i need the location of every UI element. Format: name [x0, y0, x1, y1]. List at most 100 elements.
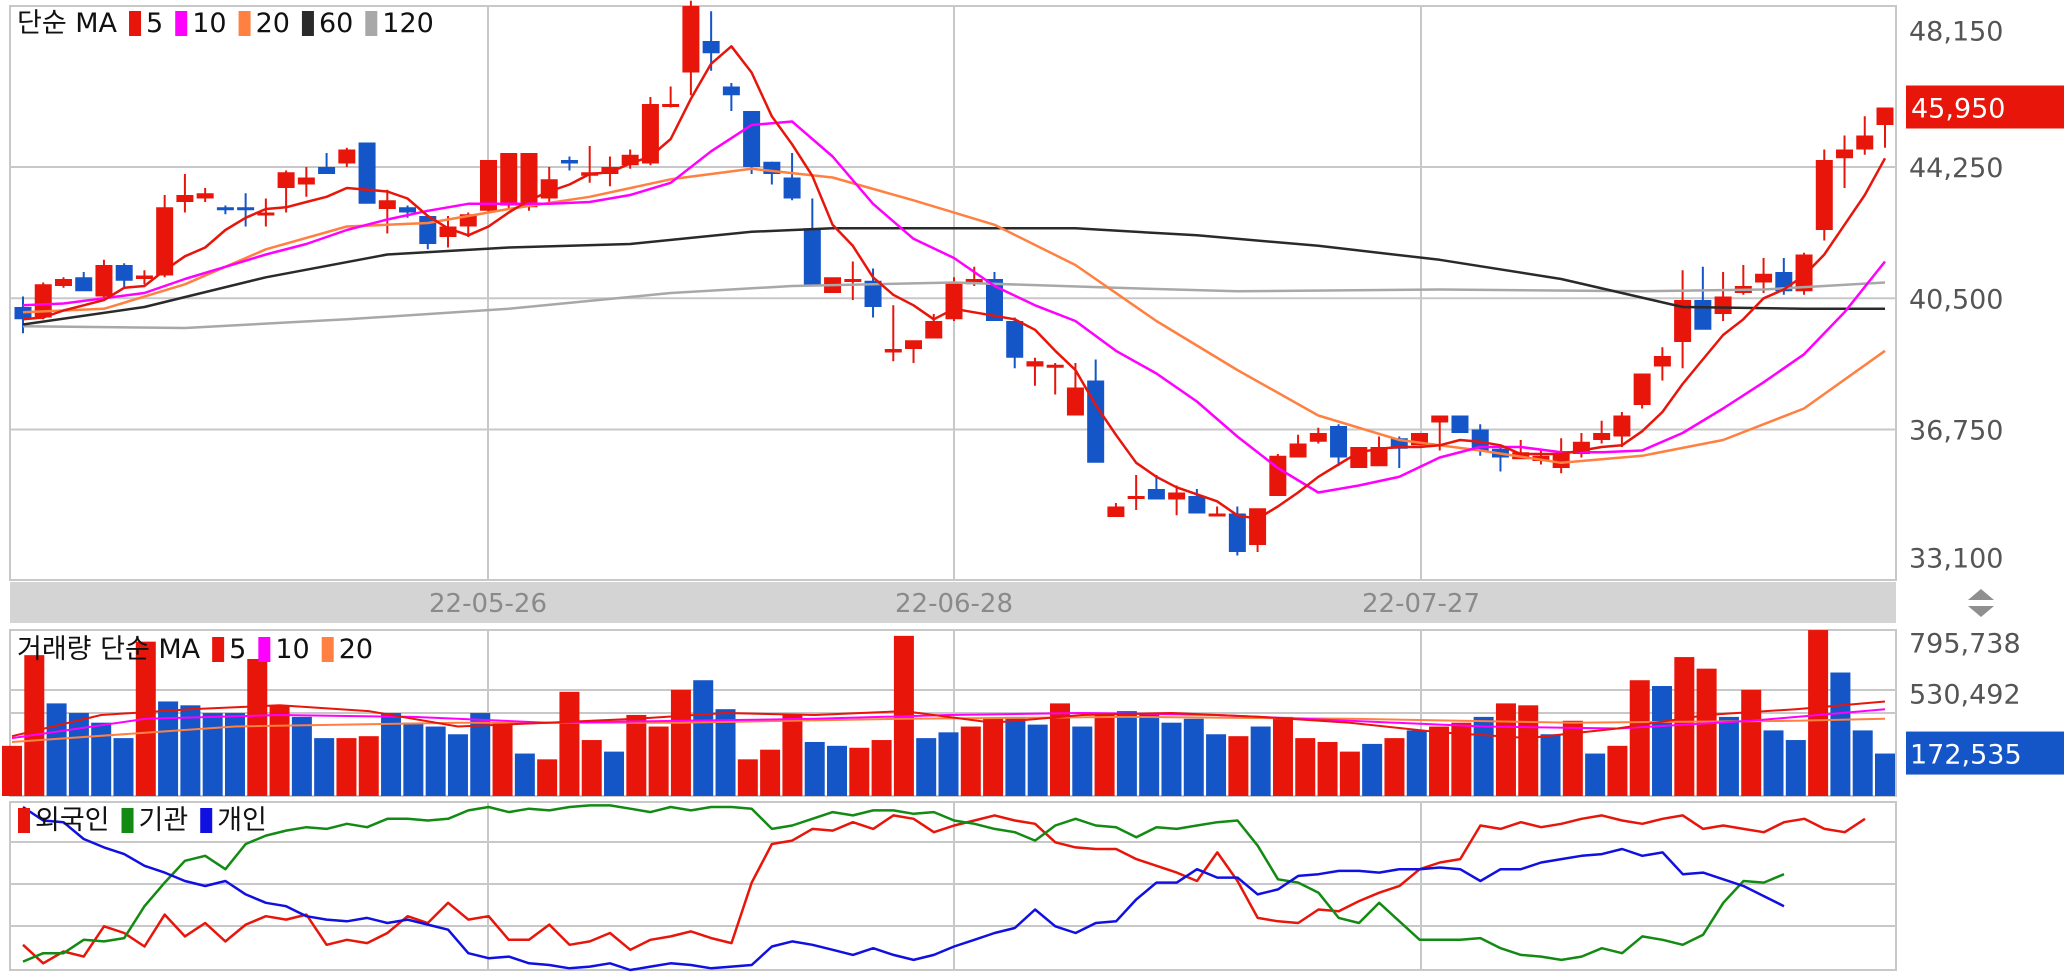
candle-up[interactable] [1836, 149, 1854, 159]
volume-bar-up[interactable] [1629, 680, 1650, 796]
volume-bar-up[interactable] [247, 659, 268, 796]
volume-bar-up[interactable] [1094, 713, 1115, 796]
volume-bar-up[interactable] [960, 726, 981, 796]
volume-bar-up[interactable] [1429, 726, 1450, 796]
volume-bar-down[interactable] [1072, 726, 1093, 796]
volume-bar-up[interactable] [1317, 741, 1338, 796]
volume-bar-up[interactable] [1384, 738, 1405, 796]
candle-down[interactable] [722, 86, 740, 96]
candle-up[interactable] [1370, 447, 1388, 467]
candle-down[interactable] [358, 142, 376, 204]
volume-bar-down[interactable] [1540, 734, 1561, 796]
volume-bar-down[interactable] [46, 703, 67, 796]
volume-bar-down[interactable] [1830, 672, 1851, 796]
volume-bar-down[interactable] [1116, 711, 1137, 796]
candle-down[interactable] [702, 41, 720, 54]
volume-bar-up[interactable] [1674, 657, 1695, 796]
candle-down[interactable] [237, 207, 255, 211]
volume-bar-up[interactable] [1228, 736, 1249, 796]
candle-up[interactable] [884, 349, 902, 353]
candle-up[interactable] [1674, 300, 1692, 342]
panel-resize-up-icon[interactable] [1968, 589, 1994, 600]
candle-up[interactable] [1289, 443, 1307, 458]
candle-up[interactable] [1309, 433, 1327, 442]
volume-bar-up[interactable] [358, 736, 379, 796]
candle-up[interactable] [1208, 513, 1226, 517]
candle-up[interactable] [1269, 455, 1287, 496]
candle-up[interactable] [965, 279, 983, 285]
candle-up[interactable] [1755, 273, 1773, 283]
candle-up[interactable] [641, 104, 659, 164]
volume-bar-up[interactable] [1495, 703, 1516, 796]
volume-bar-up[interactable] [559, 691, 580, 796]
candle-up[interactable] [1552, 454, 1570, 468]
candle-up[interactable] [1046, 364, 1064, 368]
volume-bar-down[interactable] [604, 751, 625, 796]
candle-up[interactable] [1856, 135, 1874, 150]
volume-bar-up[interactable] [760, 749, 781, 796]
volume-bar-down[interactable] [403, 722, 424, 796]
volume-bar-down[interactable] [1362, 743, 1383, 796]
candle-down[interactable] [14, 307, 32, 320]
candle-up[interactable] [520, 153, 538, 208]
price-panel[interactable] [14, 0, 1894, 556]
candle-up[interactable] [277, 172, 295, 188]
candle-down[interactable] [1694, 300, 1712, 330]
candle-down[interactable] [1471, 429, 1489, 451]
volume-bar-down[interactable] [291, 716, 312, 796]
candle-down[interactable] [1087, 380, 1105, 463]
volume-bar-down[interactable] [113, 738, 134, 796]
volume-bar-down[interactable] [1473, 716, 1494, 796]
candle-down[interactable] [216, 207, 234, 211]
volume-bar-down[interactable] [1763, 730, 1784, 796]
volume-bar-down[interactable] [68, 713, 89, 796]
volume-bar-up[interactable] [737, 759, 758, 796]
volume-bar-down[interactable] [1250, 726, 1271, 796]
volume-bar-down[interactable] [224, 713, 245, 796]
volume-bar-up[interactable] [1518, 705, 1539, 796]
candle-up[interactable] [925, 321, 943, 339]
volume-bar-down[interactable] [916, 738, 937, 796]
volume-bar-up[interactable] [492, 722, 513, 796]
volume-bar-down[interactable] [715, 709, 736, 796]
candle-up[interactable] [1066, 387, 1084, 416]
volume-bar-down[interactable] [447, 734, 468, 796]
panel-resize-down-icon[interactable] [1968, 606, 1994, 617]
volume-bar-up[interactable] [2, 745, 22, 796]
candle-up[interactable] [1431, 415, 1449, 423]
candle-up[interactable] [1633, 373, 1651, 406]
volume-bar-up[interactable] [269, 705, 290, 796]
volume-bar-down[interactable] [314, 738, 335, 796]
candle-up[interactable] [945, 282, 963, 320]
candle-up[interactable] [621, 154, 639, 166]
candle-up[interactable] [1653, 356, 1671, 367]
candle-up[interactable] [1127, 496, 1145, 499]
candle-up[interactable] [378, 200, 396, 209]
volume-bar-up[interactable] [849, 747, 870, 796]
volume-bar-up[interactable] [1272, 716, 1293, 796]
candle-up[interactable] [257, 212, 275, 216]
candle-up[interactable] [662, 104, 680, 107]
candle-down[interactable] [560, 160, 578, 164]
volume-bar-down[interactable] [1652, 686, 1673, 796]
volume-bar-up[interactable] [1741, 689, 1762, 796]
volume-bar-down[interactable] [1585, 753, 1606, 796]
volume-bar-up[interactable] [336, 738, 357, 796]
candle-up[interactable] [1613, 415, 1631, 437]
candle-down[interactable] [985, 279, 1003, 321]
volume-bar-up[interactable] [1049, 703, 1070, 796]
candle-down[interactable] [1390, 438, 1408, 449]
volume-bar-up[interactable] [581, 740, 602, 796]
volume-bar-down[interactable] [470, 713, 491, 796]
candle-up[interactable] [135, 275, 153, 280]
candle-down[interactable] [1006, 321, 1024, 358]
candle-up[interactable] [297, 177, 315, 185]
volume-bar-down[interactable] [1005, 716, 1026, 796]
candle-up[interactable] [34, 284, 52, 318]
candle-up[interactable] [1168, 492, 1186, 500]
candle-up[interactable] [1026, 361, 1044, 367]
candle-up[interactable] [1795, 254, 1813, 292]
volume-bar-up[interactable] [983, 718, 1004, 796]
volume-bar-up[interactable] [1451, 722, 1472, 796]
volume-bar-up[interactable] [1808, 630, 1829, 796]
